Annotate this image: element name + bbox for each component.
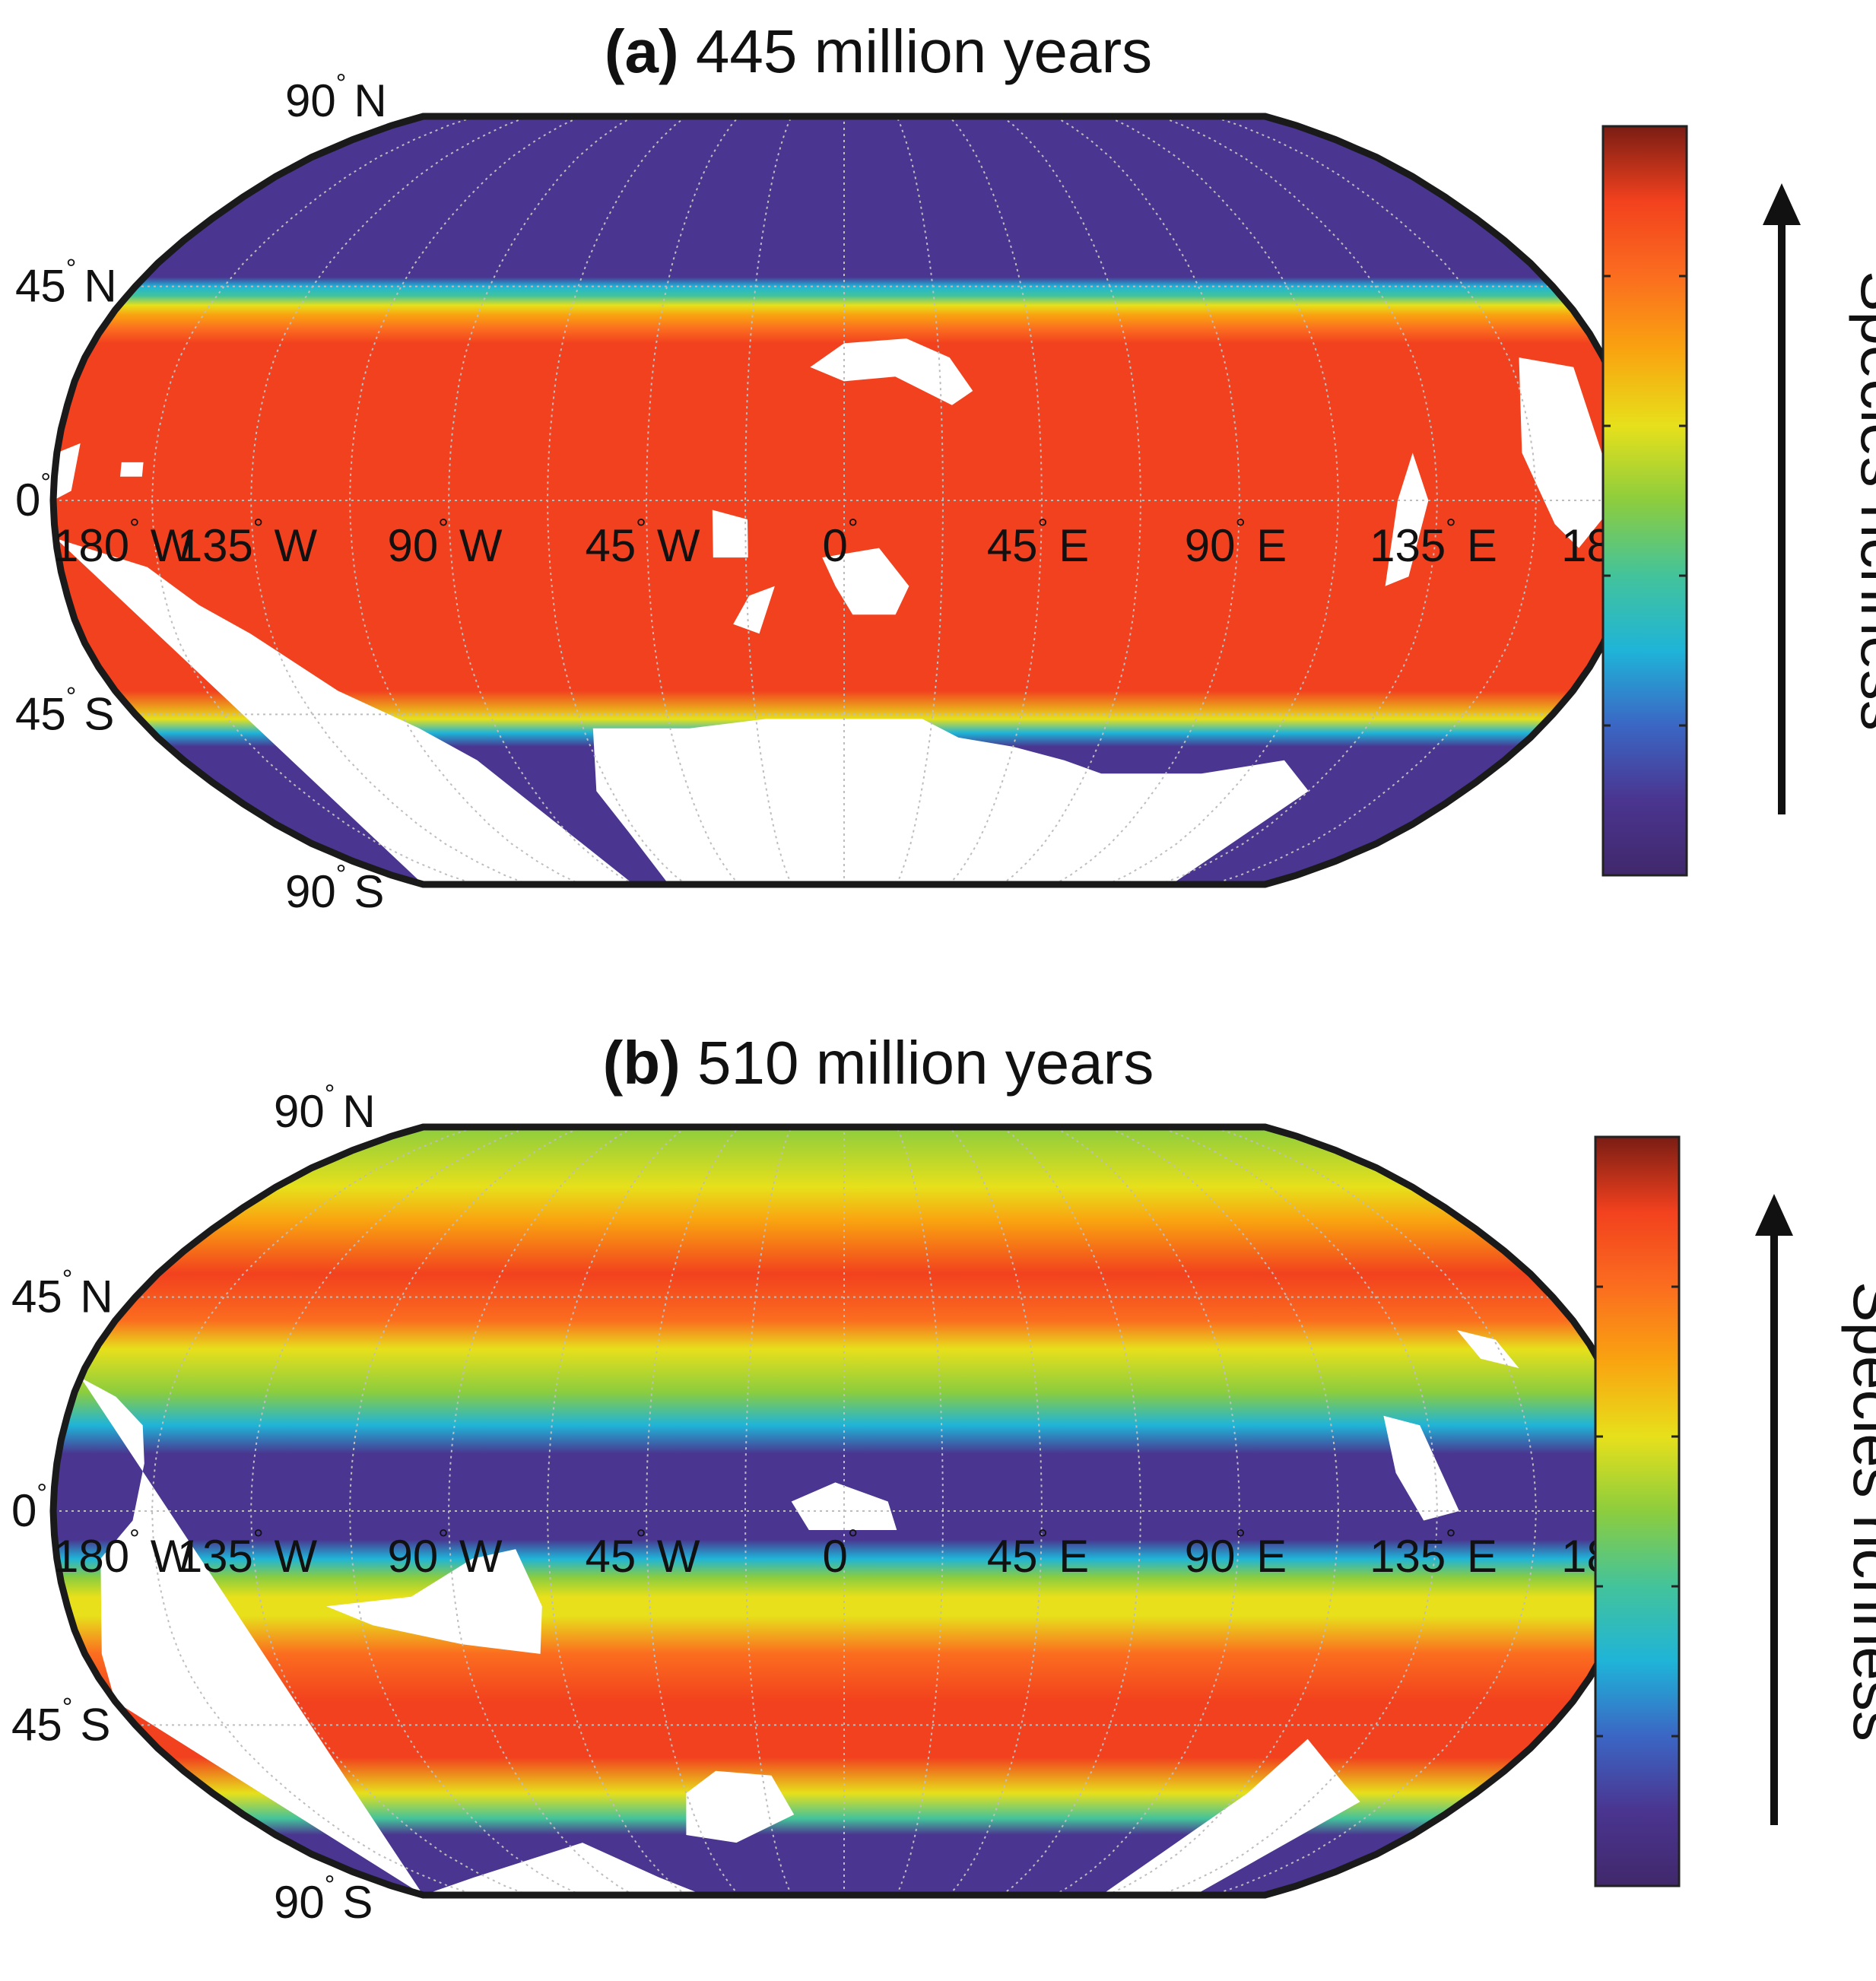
lon-label: 180° W bbox=[53, 1525, 194, 1582]
meridian-line bbox=[1211, 116, 1538, 885]
meridian-line bbox=[249, 116, 529, 885]
lat-label: 90° N bbox=[274, 1080, 376, 1137]
lon-label: 90° W bbox=[388, 514, 503, 571]
land-mass bbox=[810, 338, 973, 405]
land-mass bbox=[1385, 452, 1429, 586]
land-mass bbox=[733, 586, 775, 634]
meridian-line bbox=[1001, 1126, 1142, 1896]
land-mass bbox=[1383, 1415, 1459, 1521]
land-mass bbox=[791, 1482, 897, 1530]
lon-label: 90° E bbox=[1185, 514, 1287, 571]
lat-label: 90° N bbox=[285, 69, 387, 126]
meridian-line bbox=[1159, 1126, 1439, 1896]
land-mass bbox=[712, 510, 748, 558]
lon-label: 180° W bbox=[53, 514, 194, 571]
meridian-line bbox=[948, 116, 1043, 885]
lon-label: 90° E bbox=[1185, 1525, 1287, 1582]
panel-title: (a) 445 million years bbox=[0, 17, 1757, 87]
lat-label: 90° S bbox=[274, 1871, 373, 1928]
meridian-line bbox=[249, 1126, 529, 1896]
panel-b: (b) 510 million years 90° N 45° N 0° 45° S 90° S… bbox=[0, 1011, 1876, 1981]
arrow-head-icon bbox=[1763, 183, 1801, 225]
lon-label: 45° E bbox=[987, 514, 1089, 571]
land-mass bbox=[686, 1770, 795, 1843]
land-mass bbox=[120, 462, 144, 477]
panel-letter: (b) bbox=[602, 1029, 681, 1097]
meridian-line bbox=[896, 1126, 944, 1896]
panel-a: (a) 445 million years 90° N 45° N 0° 45° S 90° S… bbox=[0, 0, 1876, 970]
meridian-line bbox=[1106, 116, 1340, 885]
land-mass bbox=[56, 538, 634, 884]
colorbar bbox=[1594, 1135, 1681, 1887]
colorbar bbox=[1601, 125, 1688, 877]
lat-label: 45° N bbox=[15, 255, 117, 312]
meridian-line bbox=[645, 1126, 740, 1896]
colorbar-label: Species richness bbox=[1841, 1281, 1876, 1741]
lon-label: 0° bbox=[823, 1525, 859, 1582]
meridian-line bbox=[1001, 116, 1142, 885]
lon-label: 135° W bbox=[177, 514, 318, 571]
meridian-line bbox=[1159, 116, 1439, 885]
lon-label: 0° bbox=[823, 514, 859, 571]
lon-label: 135° W bbox=[177, 1525, 318, 1582]
panel-letter: (a) bbox=[604, 17, 679, 85]
land-mass bbox=[81, 1377, 424, 1895]
lat-label: 45° S bbox=[11, 1693, 110, 1750]
lat-label: 90° S bbox=[285, 860, 384, 917]
lat-label: 45° S bbox=[15, 682, 114, 739]
panel-title: (b) 510 million years bbox=[0, 1028, 1757, 1098]
lon-label: 135° E bbox=[1370, 514, 1497, 571]
land-mass bbox=[53, 443, 81, 500]
meridian-line bbox=[151, 116, 477, 885]
land-mass bbox=[326, 1549, 542, 1654]
meridian-line bbox=[896, 116, 944, 885]
meridian-line bbox=[1106, 1126, 1340, 1896]
meridian-line bbox=[151, 1126, 477, 1896]
lon-label: 45° E bbox=[987, 1525, 1089, 1582]
land-mass bbox=[423, 1843, 704, 1895]
meridian-line bbox=[1211, 1126, 1538, 1896]
meridian-line bbox=[948, 1126, 1043, 1896]
land-mass bbox=[592, 719, 1309, 884]
lon-label: 135° E bbox=[1370, 1525, 1497, 1582]
graticule bbox=[52, 116, 1636, 885]
meridian-line bbox=[348, 1126, 582, 1896]
arrow-head-icon bbox=[1755, 1194, 1793, 1236]
land-mass bbox=[1101, 1738, 1360, 1895]
lon-label: 45° W bbox=[586, 1525, 700, 1582]
lat-label: 45° N bbox=[11, 1265, 113, 1322]
meridian-line bbox=[744, 1126, 792, 1896]
lon-label: 90° W bbox=[388, 1525, 503, 1582]
meridian-line bbox=[744, 116, 792, 885]
colorbar-label: Species richness bbox=[1849, 271, 1876, 731]
lon-label: 45° W bbox=[586, 514, 700, 571]
panel-title-text: 510 million years bbox=[697, 1029, 1154, 1097]
meridian-line bbox=[645, 116, 740, 885]
meridian-line bbox=[348, 116, 582, 885]
lat-label: 0° bbox=[11, 1479, 47, 1536]
panel-title-text: 445 million years bbox=[695, 17, 1153, 85]
lat-label: 0° bbox=[15, 468, 51, 525]
